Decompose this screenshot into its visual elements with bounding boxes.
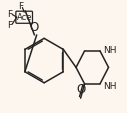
FancyBboxPatch shape	[16, 12, 33, 24]
Text: NH: NH	[103, 81, 117, 90]
Text: F: F	[7, 21, 12, 30]
Text: Ace: Ace	[17, 13, 33, 22]
Text: F: F	[18, 2, 23, 11]
Text: O: O	[76, 82, 85, 95]
Text: F: F	[7, 10, 12, 19]
Text: NH: NH	[103, 46, 117, 55]
Text: O: O	[30, 20, 39, 33]
